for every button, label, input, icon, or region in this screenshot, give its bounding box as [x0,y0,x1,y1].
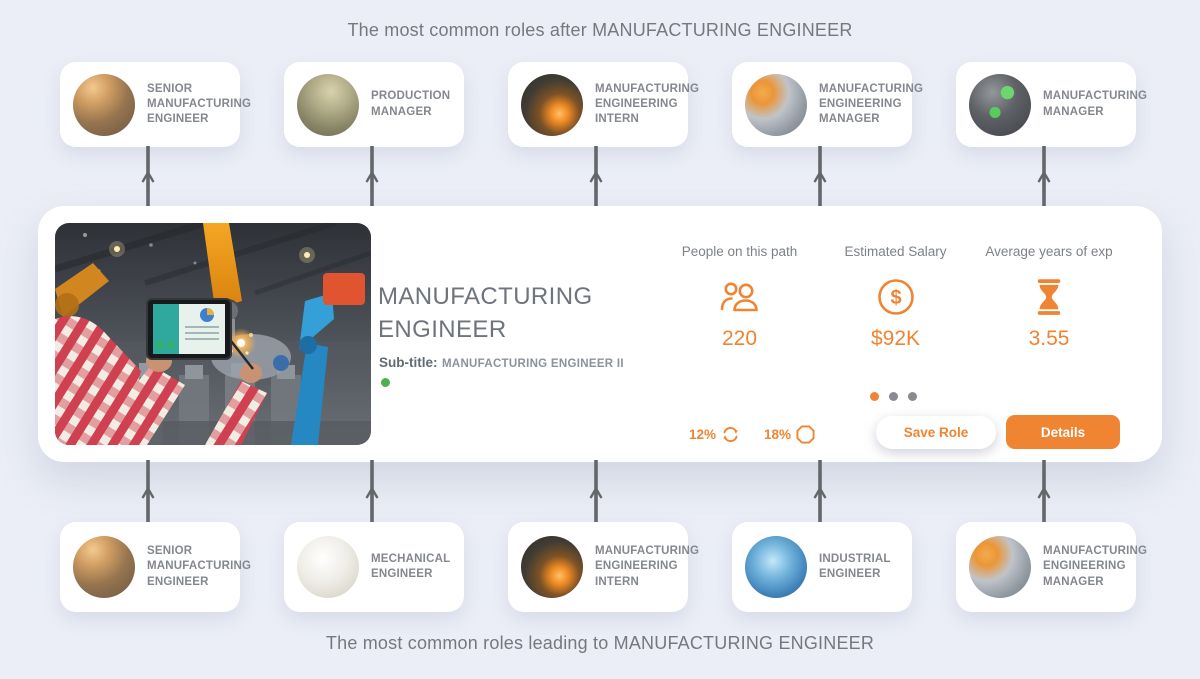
role-title: MECHANICAL ENGINEER [371,552,451,580]
save-role-button[interactable]: Save Role [876,416,996,449]
up-arrow-icon [365,146,379,210]
role-card-mechanical-engineer[interactable]: MECHANICAL ENGINEER [284,522,464,612]
role-avatar [969,73,1031,136]
role-avatar [73,536,135,598]
role-title: INDUSTRIAL ENGINEER [819,552,891,580]
role-title: SENIOR MANUFACTURING ENGINEER [147,82,252,126]
role-avatar [745,73,807,136]
metric-value: 12% [689,427,717,442]
experience-value: 3.55 [1028,327,1070,350]
role-card-industrial-engineer[interactable]: INDUSTRIAL ENGINEER [732,522,912,612]
role-avatar [969,536,1031,598]
stat-people-on-path: People on this path 220 [632,244,847,351]
up-arrow-icon [141,146,155,210]
role-title: MANUFACTURING ENGINEERING MANAGER [819,82,924,126]
roles-before-heading: The most common roles leading to MANUFAC… [325,633,875,653]
up-arrow-icon [589,460,603,524]
details-label: Details [1040,424,1086,440]
stat-label: Average years of exp [985,244,1113,259]
role-title: MANUFACTURING ENGINEERING INTERN [595,545,700,588]
salary-value: $92K [870,327,921,350]
focus-role-title: MANUFACTURING ENGINEER [378,283,593,343]
focus-role-subtitle: Sub-title: MANUFACTURING ENGINEER II [379,354,624,372]
role-card-manufacturing-engineering-intern[interactable]: MANUFACTURING ENGINEERING INTERN [508,62,700,147]
subtitle-value: MANUFACTURING ENGINEER II [441,358,624,370]
dollar-circle-icon: $ [808,275,983,319]
up-arrow-icon [1037,460,1051,524]
people-icon [632,275,847,319]
role-title: MANUFACTURING ENGINEERING MANAGER [1043,545,1148,588]
role-title: PRODUCTION MANAGER [371,90,451,118]
role-card-senior-manufacturing-engineer[interactable]: SENIOR MANUFACTURING ENGINEER [60,522,252,612]
up-arrow-icon [813,460,827,524]
up-arrow-icon [141,460,155,524]
role-card-manufacturing-manager[interactable]: MANUFACTURING MANAGER [956,62,1148,147]
role-avatar [73,73,135,136]
attrition-metric: 18% [764,425,815,444]
stat-average-experience: Average years of exp 3.55 [963,244,1135,351]
role-card-manufacturing-engineering-intern[interactable]: MANUFACTURING ENGINEERING INTERN [508,522,700,612]
role-card-manufacturing-engineering-manager[interactable]: MANUFACTURING ENGINEERING MANAGER [732,62,924,147]
people-count: 220 [721,327,758,350]
carousel-dot[interactable] [889,392,898,401]
role-card-production-manager[interactable]: PRODUCTION MANAGER [284,62,464,147]
carousel-dots [870,392,917,401]
details-button[interactable]: Details [1006,415,1120,449]
stat-estimated-salary: Estimated Salary $ $92K [808,244,983,351]
stat-label: People on this path [681,244,798,259]
cycle-icon [723,427,738,442]
metric-value: 18% [764,427,792,442]
up-arrow-icon [589,146,603,210]
role-title: MANUFACTURING MANAGER [1043,90,1148,118]
role-title: MANUFACTURING ENGINEERING INTERN [595,82,700,126]
role-avatar [521,536,583,598]
save-role-label: Save Role [903,425,969,440]
up-arrow-icon [365,460,379,524]
role-card-manufacturing-engineering-manager[interactable]: MANUFACTURING ENGINEERING MANAGER [956,522,1148,612]
role-avatar [745,536,807,598]
carousel-dot[interactable] [870,392,879,401]
active-status-dot [381,378,390,387]
up-arrow-icon [1037,146,1051,210]
role-avatar [521,73,583,136]
role-card-senior-manufacturing-engineer[interactable]: SENIOR MANUFACTURING ENGINEER [60,62,252,147]
focus-role-photo [55,223,371,445]
role-title: SENIOR MANUFACTURING ENGINEER [147,545,252,588]
role-avatar [297,73,359,136]
octagon-icon [796,425,815,444]
subtitle-label: Sub-title: [379,355,438,370]
svg-text:$: $ [890,287,901,309]
focus-role-card: MANUFACTURING ENGINEER Sub-title: MANUFA… [38,206,1162,462]
roles-after-heading: The most common roles after MANUFACTURIN… [347,20,853,40]
stat-label: Estimated Salary [844,244,947,259]
up-arrow-icon [813,146,827,210]
role-avatar [297,536,359,598]
turnover-metric: 12% [689,425,740,444]
factory-robotics-illustration [55,223,371,445]
carousel-dot[interactable] [908,392,917,401]
hourglass-icon [963,275,1135,319]
